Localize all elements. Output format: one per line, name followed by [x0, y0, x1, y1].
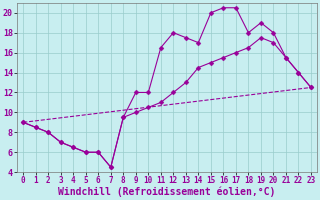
X-axis label: Windchill (Refroidissement éolien,°C): Windchill (Refroidissement éolien,°C) — [58, 187, 276, 197]
